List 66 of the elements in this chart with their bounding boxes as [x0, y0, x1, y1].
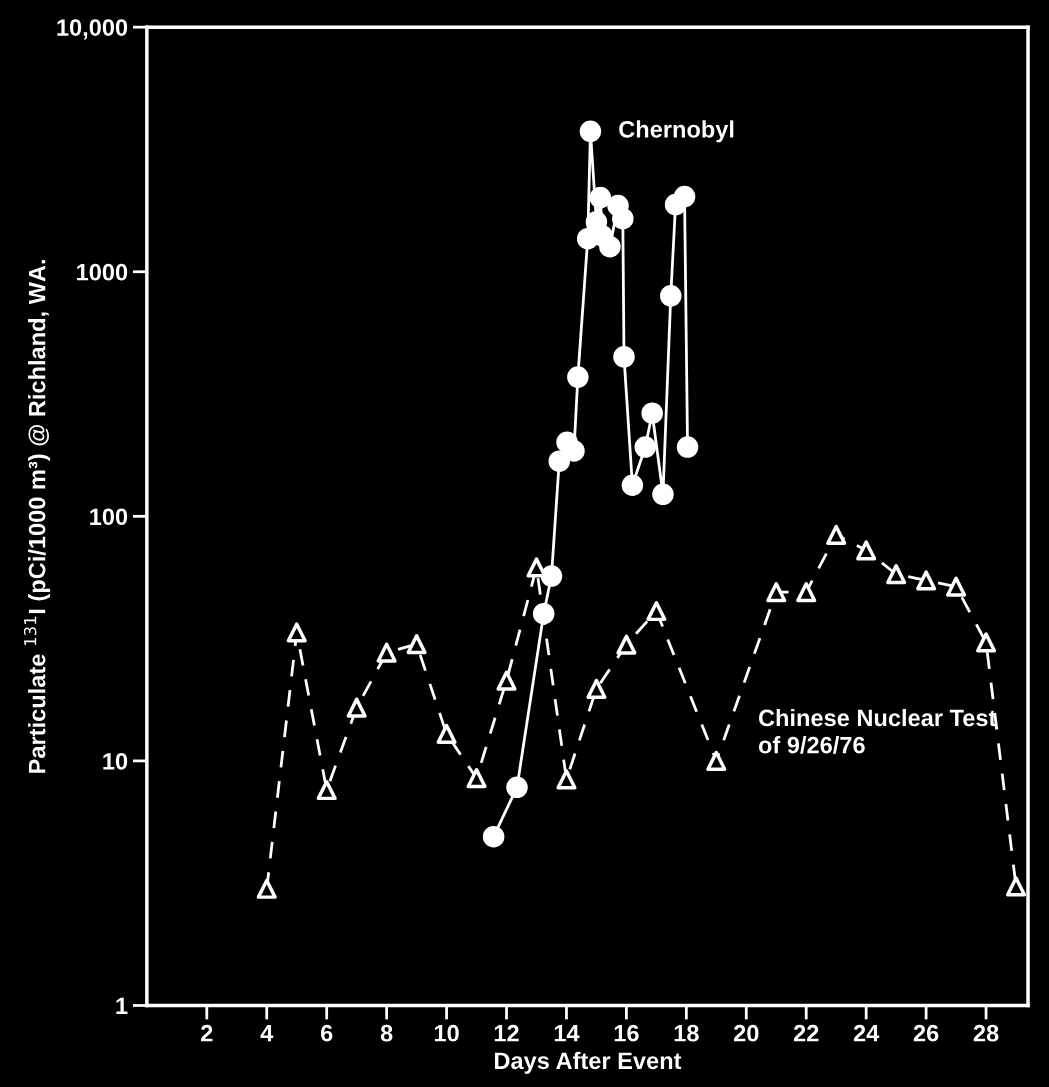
y-tick-label: 1 — [116, 997, 128, 1015]
point — [496, 670, 517, 691]
series-label: Chernobyl — [619, 120, 734, 143]
x-tick-label: 28 — [973, 1024, 999, 1042]
x-tick-label: 8 — [380, 1024, 393, 1042]
point — [766, 582, 787, 603]
point — [286, 622, 307, 643]
x-tick-label: 16 — [614, 1024, 639, 1042]
point — [532, 602, 555, 625]
point — [946, 576, 967, 597]
point — [612, 207, 634, 230]
y-tick-label: 10 — [103, 752, 128, 770]
point — [673, 185, 696, 208]
point — [641, 402, 663, 424]
x-tick-label: 22 — [793, 1024, 819, 1042]
point — [256, 878, 277, 899]
point — [406, 634, 427, 655]
x-tick-label: 26 — [913, 1024, 939, 1042]
point — [652, 483, 674, 506]
point — [616, 634, 637, 655]
x-tick-label: 14 — [554, 1025, 580, 1042]
point — [1005, 876, 1027, 897]
point — [796, 582, 817, 603]
point — [567, 366, 589, 388]
point — [589, 186, 612, 209]
x-tick-label: 18 — [674, 1024, 699, 1042]
point — [556, 769, 577, 790]
x-tick-label: 6 — [320, 1024, 333, 1042]
point — [621, 474, 644, 497]
point — [482, 825, 505, 848]
point — [579, 120, 602, 143]
point — [548, 450, 571, 472]
point — [346, 697, 367, 718]
point — [886, 564, 907, 585]
x-tick-label: 10 — [434, 1024, 459, 1042]
point — [436, 723, 457, 744]
point — [826, 524, 847, 545]
x-tick-label: 2 — [201, 1024, 213, 1042]
point — [856, 540, 877, 561]
x-tick-label: 24 — [853, 1024, 880, 1042]
x-tick-label: 20 — [733, 1024, 759, 1042]
y-axis-title: Particulate $^{131}$I (pCi/1000 m³) @ Richland, WA. — [23, 260, 51, 773]
point — [706, 750, 727, 771]
point — [634, 436, 657, 458]
point — [646, 600, 667, 622]
y-tick-label: 1000 — [77, 263, 128, 281]
x-axis-title: Days After Event — [494, 1051, 682, 1074]
point — [466, 768, 487, 789]
point — [506, 776, 528, 799]
point — [316, 779, 337, 801]
point — [586, 678, 607, 699]
x-tick-label: 12 — [494, 1024, 519, 1042]
x-tick-label: 4 — [260, 1025, 274, 1042]
y-tick-label: 10,000 — [57, 19, 128, 40]
point — [563, 440, 585, 462]
series-label: Chinese Nuclear Test of 9/26/76 — [758, 708, 997, 754]
point — [676, 436, 699, 458]
point — [975, 632, 997, 653]
point — [599, 235, 621, 258]
y-tick-label: 100 — [90, 508, 128, 526]
point — [916, 570, 937, 591]
point — [376, 642, 397, 663]
point — [526, 557, 547, 578]
point — [540, 565, 563, 587]
point — [613, 346, 635, 368]
point — [659, 285, 682, 307]
